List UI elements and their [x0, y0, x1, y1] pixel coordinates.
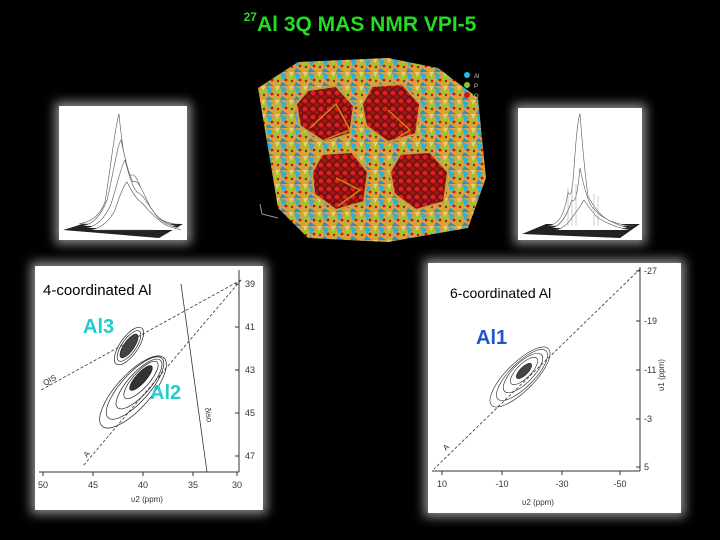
left-x-tick-50: 50	[38, 480, 48, 490]
left-3d-spectrum-panel	[59, 106, 187, 240]
al2-contours	[99, 355, 167, 429]
left-x-tick-45: 45	[88, 480, 98, 490]
title-main: Al 3Q MAS NMR VPI-5	[256, 13, 477, 36]
left-coordination-label: 4-coordinated Al	[43, 282, 152, 299]
left-a-label: A	[82, 449, 93, 459]
right-x-tick-neg10: -10	[495, 479, 508, 489]
left-qis-label: QIS	[42, 373, 58, 388]
left-2d-spectrum-panel: 39 41 43 45 47 50 45 40 35 30 υ2 (ppm) Q…	[35, 266, 263, 510]
slide-title: 27Al 3Q MAS NMR VPI-5	[0, 10, 720, 37]
structure-legend: Al P O	[464, 72, 479, 102]
left-y-tick-41: 41	[245, 322, 255, 332]
title-superscript: 27	[243, 10, 257, 24]
right-2d-spectrum-panel: -27 -19 -11 -3 5 υ1 (ppm) 10 -10 -30 -50…	[428, 263, 681, 513]
right-coordination-label: 6-coordinated Al	[450, 285, 552, 301]
right-y-tick-neg27: -27	[644, 266, 657, 276]
right-x-ticks: 10 -10 -30 -50	[437, 471, 627, 489]
right-y-tick-neg3: -3	[644, 414, 652, 424]
left-x-ticks: 50 45 40 35 30	[38, 472, 242, 490]
right-y-axis-label: υ1 (ppm)	[657, 359, 666, 391]
right-x-tick-10: 10	[437, 479, 447, 489]
legend-item-o: O	[464, 92, 479, 102]
al3-contours	[114, 326, 144, 366]
right-a-label: A	[441, 442, 452, 453]
al1-label: Al1	[476, 327, 508, 349]
left-y-tick-39: 39	[245, 279, 255, 289]
left-y-tick-47: 47	[245, 451, 255, 461]
right-y-tick-neg11: -11	[644, 365, 656, 375]
right-x-tick-neg50: -50	[613, 479, 626, 489]
left-x-axis-label: υ2 (ppm)	[131, 495, 163, 504]
right-3d-spectrum-panel	[518, 108, 642, 240]
left-y-ticks: 39 41 43 45 47	[235, 279, 255, 461]
left-3d-spectrum	[63, 113, 183, 238]
right-y-tick-neg19: -19	[644, 316, 657, 326]
right-y-ticks: -27 -19 -11 -3 5	[636, 266, 657, 472]
al2-label: Al2	[150, 382, 182, 404]
left-2d-spectrum: 39 41 43 45 47 50 45 40 35 30 υ2 (ppm) Q…	[38, 270, 255, 504]
left-x-tick-40: 40	[138, 480, 148, 490]
left-y-tick-43: 43	[245, 365, 255, 375]
legend-item-p: P	[464, 82, 479, 92]
left-x-tick-30: 30	[232, 480, 242, 490]
al3-label: Al3	[83, 316, 115, 338]
legend-item-al: Al	[464, 72, 479, 82]
left-x-tick-35: 35	[188, 480, 198, 490]
left-diso-label: δiso	[203, 407, 214, 423]
right-x-tick-neg30: -30	[555, 479, 568, 489]
left-y-tick-45: 45	[245, 408, 255, 418]
right-y-tick-5: 5	[644, 462, 649, 472]
right-x-axis-label: υ2 (ppm)	[522, 498, 554, 507]
right-3d-spectrum	[522, 112, 640, 238]
vpi5-structure-image	[258, 58, 486, 242]
al1-contours	[489, 346, 551, 408]
right-2d-spectrum: -27 -19 -11 -3 5 υ1 (ppm) 10 -10 -30 -50…	[432, 266, 666, 507]
